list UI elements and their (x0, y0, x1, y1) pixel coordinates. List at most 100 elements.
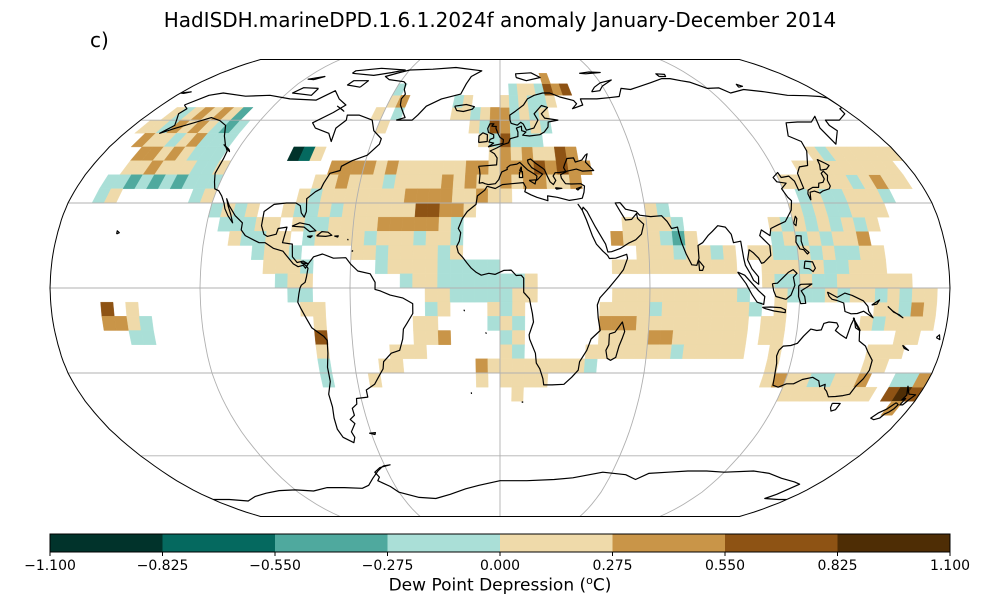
coastline (519, 166, 523, 172)
anomaly-cell (462, 273, 476, 289)
anomaly-cell (759, 245, 774, 260)
anomaly-cell (518, 107, 531, 121)
colorbar-swatch (837, 534, 950, 552)
anomaly-cell (449, 273, 463, 289)
anomaly-cell (425, 316, 439, 331)
anomaly-cell (848, 259, 863, 274)
anomaly-cell (920, 316, 936, 331)
anomaly-cell (388, 231, 403, 246)
anomaly-cell (499, 95, 510, 108)
colorbar-tick-label: 0.550 (704, 558, 746, 574)
anomaly-cell (451, 202, 465, 218)
coastline (803, 260, 817, 273)
anomaly-cell (425, 245, 439, 260)
coastline (454, 103, 475, 113)
anomaly-cell (138, 316, 154, 331)
anomaly-cell (874, 273, 888, 289)
colorbar-label-suffix: C) (592, 575, 612, 596)
anomaly-cell (463, 188, 477, 204)
anomaly-cell (125, 302, 140, 317)
anomaly-cell (772, 316, 787, 331)
anomaly-cell (487, 316, 501, 331)
coastline (307, 75, 326, 81)
coastline (793, 215, 798, 227)
anomaly-cell (287, 273, 301, 289)
anomaly-cell (811, 273, 826, 289)
anomaly-cell (474, 259, 488, 274)
anomaly-cell (767, 344, 783, 359)
anomaly-cell (288, 245, 303, 260)
coastline (807, 170, 831, 201)
anomaly-cell (647, 231, 662, 246)
anomaly-cell (736, 302, 750, 317)
anomaly-cell (499, 273, 513, 289)
anomaly-cell (922, 302, 938, 317)
anomaly-cell (511, 174, 524, 190)
colorbar-swatch (275, 534, 388, 552)
anomaly-cell (510, 146, 523, 161)
anomaly-cell (425, 231, 439, 246)
anomaly-cell (429, 174, 443, 190)
coastline (223, 144, 231, 153)
anomaly-cell (426, 216, 440, 232)
anomaly-cell (512, 302, 526, 317)
anomaly-cell (499, 107, 511, 121)
anomaly-cell (747, 245, 762, 260)
anomaly-cell (399, 273, 413, 289)
anomaly-cell (510, 133, 522, 148)
coastline (291, 87, 319, 96)
anomaly-cell (734, 316, 750, 331)
anomaly-cell (685, 316, 700, 331)
anomaly-cell (910, 302, 925, 317)
anomaly-cell (487, 259, 501, 274)
anomaly-cell (487, 273, 501, 289)
anomaly-cell (508, 95, 520, 108)
anomaly-cell (487, 188, 501, 204)
gridlines (50, 59, 950, 517)
anomaly-cell (662, 287, 676, 303)
anomaly-cell (722, 245, 737, 260)
anomaly-cell (670, 344, 685, 359)
anomaly-cell (438, 216, 452, 232)
anomaly-cell (611, 259, 626, 274)
anomaly-cell (437, 302, 451, 317)
coastline (852, 317, 861, 332)
anomaly-cell (532, 146, 546, 161)
anomaly-cell (449, 287, 463, 303)
anomaly-cell (911, 287, 926, 303)
anomaly-cell (464, 174, 478, 190)
anomaly-cell (723, 259, 738, 274)
coastline (762, 306, 787, 314)
anomaly-cell (499, 287, 513, 303)
anomaly-cell (648, 316, 663, 331)
anomaly-cell (239, 231, 255, 246)
anomaly-cell (899, 287, 913, 303)
anomaly-cell (263, 245, 278, 260)
anomaly-cell (365, 202, 381, 218)
coastline (605, 321, 626, 361)
anomaly-cell (660, 316, 675, 331)
anomaly-cell (403, 188, 418, 204)
anomaly-cell (523, 358, 537, 374)
anomaly-cell (317, 202, 333, 218)
anomaly-cell (424, 302, 439, 317)
anomaly-cell (468, 119, 481, 134)
anomaly-cell (101, 316, 117, 331)
anomaly-cell (363, 231, 378, 246)
anomaly-cell (673, 259, 688, 274)
anomaly-cell (699, 287, 713, 303)
anomaly-cell (511, 372, 525, 388)
anomaly-cell (895, 316, 911, 331)
anomaly-cell (597, 344, 611, 359)
coastline (554, 187, 563, 190)
anomaly-cell (686, 287, 701, 303)
anomaly-cell (437, 287, 451, 303)
anomaly-cell (774, 287, 788, 303)
anomaly-cell (499, 358, 513, 374)
anomaly-cell (649, 302, 663, 317)
anomaly-cell (474, 273, 488, 289)
anomaly-cell (723, 302, 738, 317)
anomaly-cell (761, 259, 775, 274)
anomaly-cell (633, 216, 648, 232)
